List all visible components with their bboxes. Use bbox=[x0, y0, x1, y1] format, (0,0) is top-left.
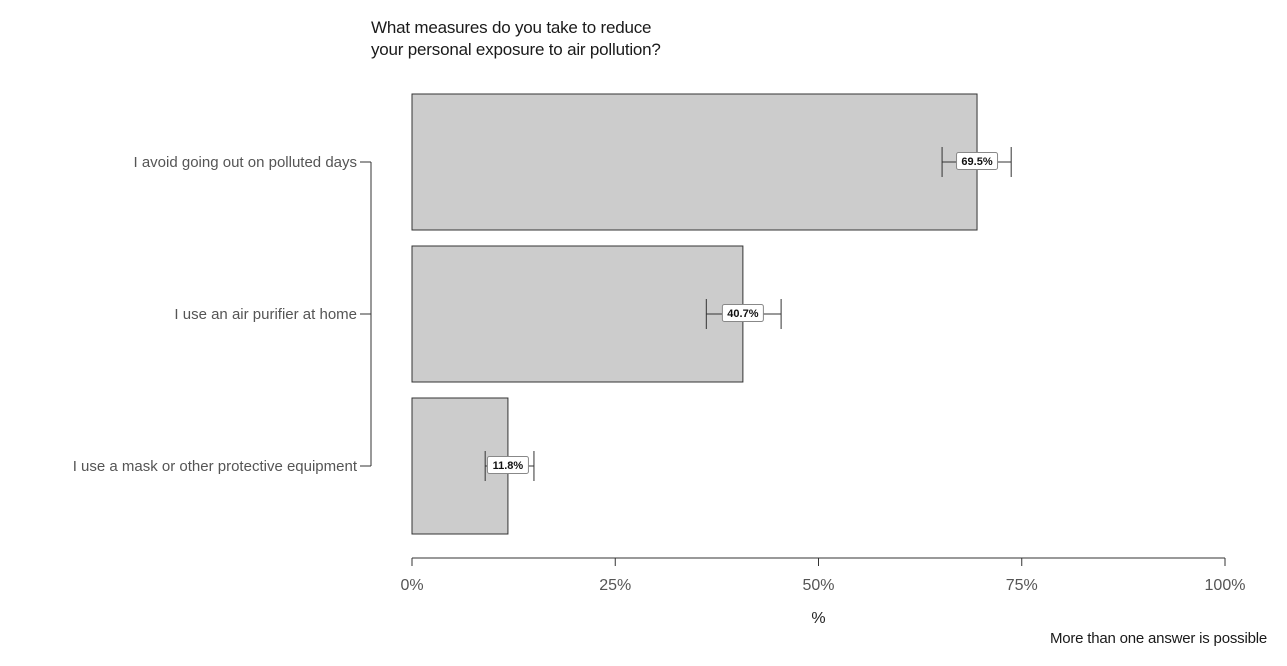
value-label: 40.7% bbox=[727, 308, 758, 320]
category-label: I avoid going out on polluted days bbox=[134, 154, 358, 171]
x-tick-label: 0% bbox=[400, 577, 423, 594]
x-tick-label: 75% bbox=[1006, 577, 1038, 594]
value-label: 69.5% bbox=[961, 156, 992, 168]
x-axis-label: % bbox=[811, 610, 825, 627]
value-label-box bbox=[486, 456, 529, 474]
x-tick-label: 25% bbox=[599, 577, 631, 594]
chart-title: What measures do you take to reduce your… bbox=[371, 17, 971, 61]
x-tick-label: 50% bbox=[802, 577, 834, 594]
category-label: I use an air purifier at home bbox=[174, 306, 357, 323]
x-tick-label: 100% bbox=[1205, 577, 1246, 594]
chart-title-line-1: What measures do you take to reduce bbox=[371, 18, 652, 37]
bar bbox=[411, 245, 744, 383]
category-label: I use a mask or other protective equipme… bbox=[73, 458, 358, 475]
chart-title-line-2: your personal exposure to air pollution? bbox=[371, 40, 661, 59]
value-label-box bbox=[721, 304, 764, 322]
footnote: More than one answer is possible bbox=[1049, 630, 1267, 647]
value-label: 11.8% bbox=[493, 460, 524, 472]
value-label-box bbox=[956, 152, 999, 170]
bar bbox=[411, 93, 978, 231]
